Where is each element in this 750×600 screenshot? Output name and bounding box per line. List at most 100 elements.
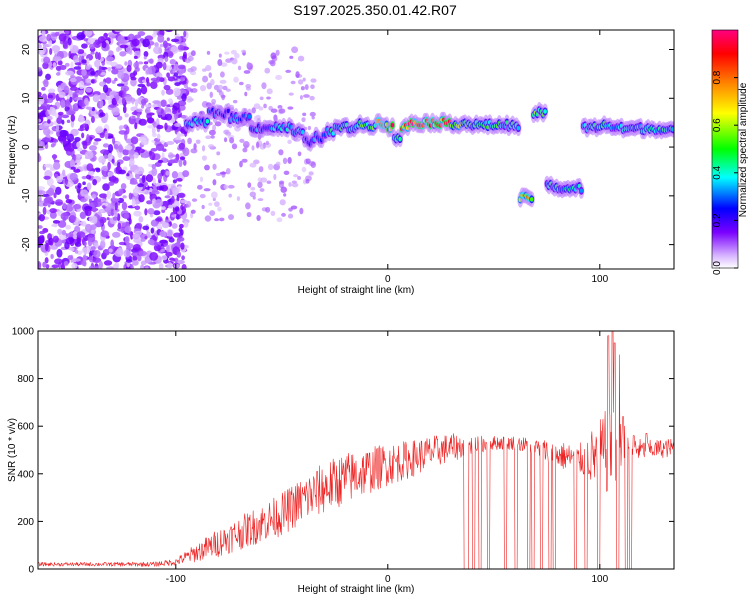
- spectrogram-noise-cell: [159, 43, 164, 48]
- spectrogram-noise-cell: [88, 266, 94, 269]
- spectrogram-noise-cell: [112, 263, 119, 269]
- spectrogram-ridge-core: [543, 109, 547, 114]
- spectrogram-noise-cell: [129, 181, 139, 185]
- spectrogram-noise-cell: [154, 42, 159, 48]
- spectrogram-noise-cell: [53, 56, 62, 62]
- spectrogram-noise-cell: [42, 202, 48, 207]
- spectrogram-noise-cell: [69, 159, 75, 166]
- spectrogram-noise-cell: [183, 30, 187, 38]
- spectrogram-noise-cell: [172, 102, 180, 111]
- spectrogram-noise-cell: [239, 138, 245, 143]
- spectrogram-noise-cell: [176, 259, 185, 265]
- spectrogram-noise-cell: [90, 51, 95, 55]
- spectrogram-noise-cell: [66, 119, 71, 124]
- spectrogram-noise-cell: [241, 158, 248, 163]
- spectrogram-noise-cell: [236, 196, 241, 201]
- spectrogram-noise-cell: [174, 122, 182, 127]
- spectrogram-noise-cell: [154, 242, 159, 247]
- spectrogram-noise-cell: [297, 176, 302, 180]
- spectrogram-noise-cell: [309, 95, 315, 101]
- spectrogram-noise-cell: [287, 139, 292, 145]
- spectrogram-noise-cell: [99, 132, 105, 139]
- spectrogram-noise-cell: [160, 249, 166, 253]
- spectrogram-noise-cell: [69, 77, 77, 83]
- spectrogram-noise-cell: [106, 217, 110, 221]
- spectrogram-noise-cell: [84, 156, 90, 160]
- spectrogram-noise-cell: [108, 248, 113, 253]
- spectrogram-noise-cell: [121, 96, 126, 105]
- spectrogram-noise-cell: [210, 135, 215, 139]
- spectrogram-xlabel: Height of straight line (km): [298, 285, 415, 296]
- snr-xtick-label: -100: [166, 574, 186, 585]
- spectrogram-noise-cell: [43, 78, 49, 88]
- spectrogram-noise-cell: [165, 30, 173, 33]
- spectrogram-noise-cell: [280, 186, 288, 193]
- spectrogram-noise-cell: [55, 124, 60, 132]
- spectrogram-noise-cell: [297, 151, 302, 157]
- spectrogram-noise-cell: [257, 198, 264, 202]
- spectrogram-noise-cell: [186, 87, 192, 92]
- spectrogram-noise-cell: [134, 205, 141, 210]
- spectrogram-noise-cell: [85, 78, 92, 84]
- spectrogram-noise-cell: [92, 216, 98, 225]
- spectrogram-noise-cell: [93, 249, 101, 258]
- spectrogram-noise-cell: [125, 242, 134, 249]
- spectrogram-noise-cell: [135, 230, 143, 236]
- spectrogram-noise-cell: [112, 177, 119, 184]
- spectrogram-noise-cell: [108, 143, 114, 153]
- spectrogram-noise-cell: [57, 228, 63, 235]
- spectrogram-noise-cell: [197, 184, 203, 190]
- spectrogram-noise-cell: [114, 77, 118, 82]
- spectrogram-noise-cell: [51, 223, 58, 227]
- spectrogram-noise-cell: [270, 210, 276, 216]
- spectrogram-noise-cell: [76, 32, 85, 41]
- spectrogram-noise-cell: [71, 262, 78, 269]
- spectrogram-ridge-core: [529, 197, 534, 202]
- spectrogram-noise-cell: [208, 129, 216, 136]
- spectrogram-noise-cell: [132, 260, 139, 266]
- spectrogram-noise-cell: [242, 141, 250, 149]
- spectrogram-noise-cell: [118, 169, 126, 175]
- spectrogram-noise-cell: [218, 91, 224, 96]
- spectrogram-noise-cell: [112, 231, 121, 238]
- spectrogram-noise-cell: [258, 166, 264, 173]
- spectrogram-xtick-label: 0: [385, 274, 391, 285]
- spectrogram-noise-cell: [293, 174, 299, 178]
- spectrogram-noise-cell: [107, 171, 114, 177]
- spectrogram-noise-cell: [73, 55, 79, 63]
- spectrogram-noise-cell: [171, 38, 180, 43]
- spectrogram-noise-cell: [260, 177, 268, 183]
- spectrogram-noise-cell: [74, 249, 79, 254]
- spectrogram-noise-cell: [122, 149, 130, 156]
- spectrogram-noise-cell: [173, 72, 179, 77]
- spectrogram-noise-cell: [119, 51, 127, 57]
- spectrogram-noise-cell: [90, 70, 96, 76]
- spectrogram-noise-cell: [41, 86, 46, 91]
- spectrogram-noise-cell: [38, 186, 46, 191]
- spectrogram-noise-cell: [62, 40, 68, 49]
- spectrogram-noise-cell: [70, 86, 78, 91]
- spectrogram-noise-cell: [299, 207, 304, 215]
- spectrogram-noise-cell: [119, 125, 124, 130]
- spectrogram-noise-cell: [83, 241, 87, 247]
- spectrogram-noise-cell: [217, 206, 222, 212]
- spectrogram-noise-cell: [201, 204, 205, 210]
- spectrogram-noise-cell: [95, 126, 104, 134]
- snr-ylabel: SNR (10 * v/v): [7, 418, 18, 482]
- spectrogram-noise-cell: [201, 155, 207, 161]
- spectrogram-noise-cell: [145, 174, 154, 183]
- spectrogram-noise-cell: [212, 124, 217, 132]
- spectrogram-noise-cell: [48, 237, 54, 246]
- spectrogram-noise-cell: [152, 79, 160, 83]
- spectrogram-noise-cell: [175, 177, 183, 182]
- spectrogram-noise-cell: [44, 196, 54, 203]
- spectrogram-noise-cell: [110, 239, 114, 249]
- colorbar-label: Normalized spectral amplitude: [738, 82, 749, 217]
- spectrogram-noise-cell: [130, 136, 139, 145]
- spectrogram-noise-cell: [168, 154, 177, 158]
- spectrogram-noise-cell: [208, 202, 213, 206]
- spectrogram-noise-cell: [180, 204, 184, 211]
- spectrogram-ridge-core: [247, 114, 252, 119]
- spectrogram-noise-cell: [247, 182, 252, 189]
- spectrogram-noise-cell: [126, 64, 132, 73]
